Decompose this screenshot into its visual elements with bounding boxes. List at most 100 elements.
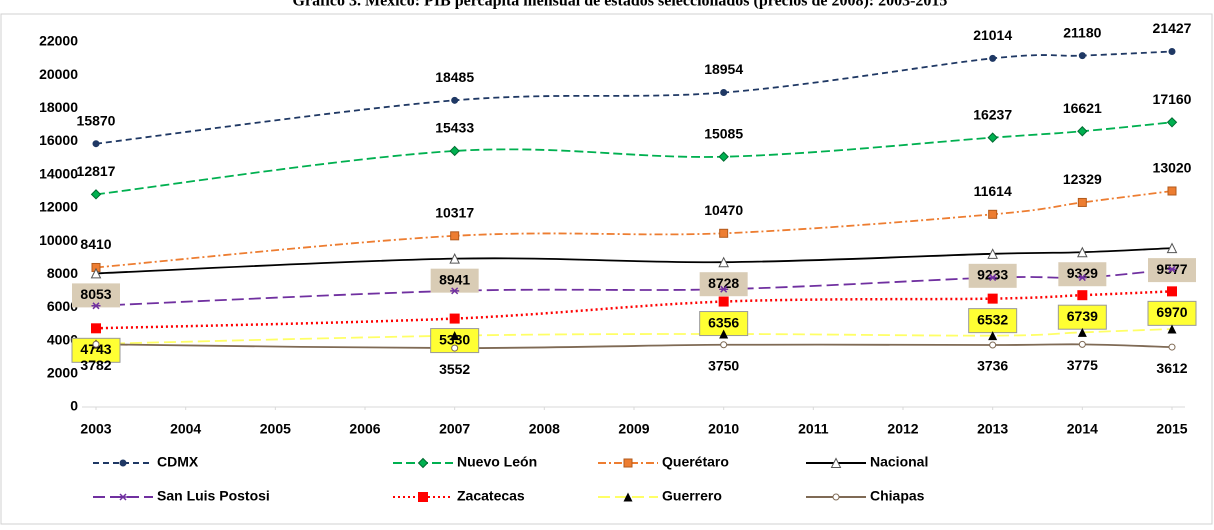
y-tick-label: 12000 — [39, 199, 78, 215]
data-label: 12329 — [1063, 171, 1102, 187]
y-tick-label: 8000 — [47, 265, 78, 281]
marker — [118, 493, 128, 501]
data-label-box — [1058, 262, 1107, 287]
marker — [989, 341, 997, 349]
series-line — [95, 247, 1173, 275]
x-tick-label: 2006 — [349, 421, 380, 437]
data-label: 18485 — [435, 69, 474, 85]
x-tick-label: 2014 — [1067, 421, 1098, 437]
x-tick-label: 2010 — [708, 421, 739, 437]
data-label: 16237 — [973, 106, 1012, 122]
marker — [832, 493, 840, 501]
marker — [449, 145, 460, 157]
data-label: 3750 — [708, 357, 739, 373]
data-label: 10317 — [435, 205, 474, 221]
y-tick-label: 6000 — [47, 298, 78, 314]
marker — [450, 231, 460, 241]
data-label: 11614 — [974, 183, 1012, 199]
marker — [1167, 186, 1177, 196]
series-line — [95, 343, 1173, 349]
data-label-box — [699, 272, 748, 297]
marker — [1077, 290, 1088, 301]
marker — [450, 287, 460, 295]
y-tick-label: 10000 — [39, 232, 78, 248]
marker — [1077, 274, 1087, 282]
data-label-box — [968, 308, 1018, 334]
data-label: 12817 — [77, 163, 116, 179]
y-tick-label: 14000 — [39, 165, 78, 181]
y-tick-label: 22000 — [39, 33, 78, 49]
data-label: 3612 — [1156, 360, 1187, 376]
marker — [987, 248, 998, 259]
marker — [1168, 343, 1176, 351]
marker — [418, 492, 428, 502]
data-label-box — [72, 283, 120, 308]
series-line — [95, 290, 1173, 330]
legend-label: CDMX — [157, 454, 199, 470]
marker — [1167, 324, 1177, 334]
legend-label: Zacatecas — [457, 488, 525, 504]
data-label: 21014 — [973, 27, 1012, 43]
marker — [90, 267, 102, 279]
marker — [91, 302, 101, 310]
data-label: 9329 — [1067, 265, 1098, 281]
marker — [92, 140, 100, 148]
marker — [1166, 117, 1178, 128]
series-line — [95, 190, 1173, 269]
data-label: 15433 — [435, 120, 474, 136]
marker — [720, 341, 728, 349]
marker — [987, 132, 998, 143]
legend-label: Chiapas — [870, 488, 925, 504]
data-label: 6356 — [708, 314, 739, 330]
data-label: 3552 — [439, 361, 470, 377]
chart-title: Gráfico 3. México: PIB percápita mensual… — [293, 0, 948, 10]
data-label: 18954 — [704, 61, 743, 77]
data-label: 3782 — [80, 357, 111, 373]
data-label: 9233 — [977, 267, 1008, 283]
x-tick-label: 2013 — [977, 421, 1008, 437]
y-tick-label: 20000 — [39, 66, 78, 82]
data-label-box — [1147, 300, 1197, 326]
y-tick-label: 0 — [70, 398, 78, 414]
y-tick-label: 2000 — [47, 365, 78, 381]
data-label: 17160 — [1153, 91, 1192, 107]
legend-label: Nacional — [870, 454, 928, 470]
marker — [988, 331, 998, 341]
marker — [449, 313, 460, 324]
marker — [1167, 286, 1177, 297]
marker — [988, 209, 998, 219]
marker — [720, 89, 728, 97]
marker — [719, 228, 729, 238]
x-tick-label: 2011 — [798, 421, 829, 437]
marker — [718, 256, 729, 268]
data-label: 15085 — [704, 125, 743, 141]
marker — [623, 492, 633, 502]
data-label: 16621 — [1063, 100, 1102, 116]
y-tick-label: 18000 — [39, 99, 78, 115]
marker — [830, 457, 842, 468]
data-label-box — [430, 268, 479, 293]
marker — [90, 189, 102, 200]
legend-label: Guerrero — [662, 488, 722, 504]
marker — [450, 331, 460, 341]
marker — [718, 296, 729, 307]
marker — [1077, 126, 1088, 137]
marker — [417, 457, 429, 469]
data-label: 8053 — [80, 286, 111, 302]
marker — [987, 293, 998, 304]
marker — [718, 151, 729, 162]
marker — [119, 459, 127, 467]
data-label: 8941 — [439, 271, 470, 287]
data-label: 4743 — [80, 341, 111, 357]
x-tick-label: 2003 — [80, 421, 111, 437]
marker — [91, 323, 101, 334]
marker — [1077, 197, 1087, 207]
marker — [988, 274, 998, 282]
marker — [1168, 48, 1176, 56]
data-label: 8410 — [80, 236, 111, 252]
y-tick-label: 4000 — [47, 331, 78, 347]
data-label: 21427 — [1153, 20, 1192, 36]
legend-label: Querétaro — [662, 454, 729, 470]
data-label: 6970 — [1156, 304, 1187, 320]
